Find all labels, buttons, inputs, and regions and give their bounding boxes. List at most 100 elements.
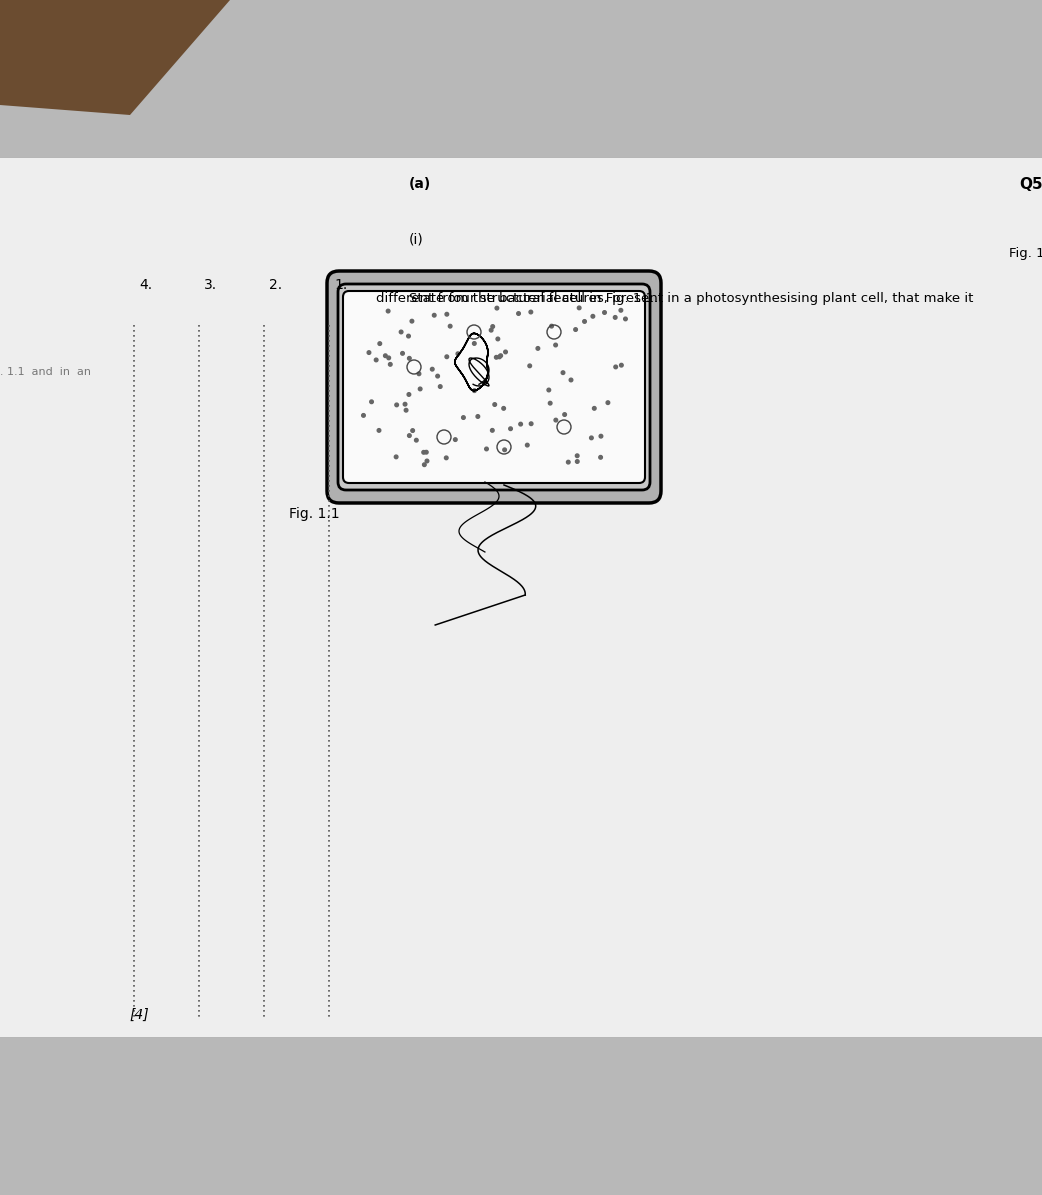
Circle shape — [599, 435, 602, 439]
Circle shape — [411, 319, 414, 323]
Text: (i): (i) — [410, 232, 424, 246]
Circle shape — [424, 451, 428, 454]
Circle shape — [606, 400, 610, 404]
Circle shape — [491, 429, 494, 433]
Circle shape — [432, 313, 436, 317]
Circle shape — [445, 355, 449, 358]
Circle shape — [525, 443, 529, 447]
Circle shape — [490, 329, 493, 332]
Circle shape — [495, 306, 499, 310]
Circle shape — [528, 364, 531, 368]
Circle shape — [399, 330, 403, 333]
Circle shape — [508, 427, 513, 430]
Circle shape — [378, 342, 381, 345]
Circle shape — [395, 403, 398, 406]
Circle shape — [498, 355, 501, 358]
Text: Fig. 1.1: Fig. 1.1 — [289, 507, 340, 521]
Circle shape — [453, 437, 457, 441]
Circle shape — [493, 403, 497, 406]
Circle shape — [448, 324, 452, 327]
Polygon shape — [0, 0, 230, 115]
Circle shape — [485, 447, 489, 451]
Circle shape — [563, 412, 567, 416]
Circle shape — [439, 385, 442, 388]
Circle shape — [491, 325, 495, 329]
Circle shape — [406, 335, 411, 338]
Text: 1.: 1. — [334, 278, 347, 292]
Circle shape — [403, 403, 406, 406]
Circle shape — [619, 308, 623, 312]
Circle shape — [553, 343, 557, 347]
Circle shape — [445, 312, 449, 315]
Text: Q5: Q5 — [1019, 177, 1042, 192]
Circle shape — [407, 393, 411, 397]
Circle shape — [536, 347, 540, 350]
Circle shape — [599, 455, 602, 459]
Circle shape — [554, 418, 557, 422]
Text: 4.: 4. — [139, 278, 152, 292]
Circle shape — [624, 317, 627, 320]
Circle shape — [404, 409, 407, 412]
Circle shape — [593, 406, 596, 410]
Circle shape — [614, 315, 617, 319]
Circle shape — [476, 415, 479, 418]
Circle shape — [614, 366, 618, 369]
Circle shape — [411, 429, 415, 433]
Circle shape — [550, 324, 553, 327]
Text: different from the bacterial cell in Fig. 1.1.: different from the bacterial cell in Fig… — [376, 292, 659, 305]
Circle shape — [387, 356, 391, 360]
FancyBboxPatch shape — [327, 271, 661, 503]
Circle shape — [590, 436, 593, 440]
Circle shape — [417, 372, 421, 375]
Circle shape — [473, 388, 476, 392]
Circle shape — [575, 460, 579, 464]
Circle shape — [370, 400, 373, 404]
Circle shape — [374, 358, 378, 362]
Circle shape — [562, 370, 565, 374]
Circle shape — [519, 422, 522, 425]
Text: 2.: 2. — [269, 278, 282, 292]
Circle shape — [517, 312, 520, 315]
Circle shape — [529, 311, 532, 314]
Circle shape — [567, 460, 570, 464]
Circle shape — [387, 310, 390, 313]
FancyBboxPatch shape — [343, 292, 645, 483]
Circle shape — [415, 439, 418, 442]
Circle shape — [503, 448, 506, 452]
Circle shape — [407, 434, 412, 437]
Text: Fig. 1.1 shows a diagram of a bacterial cell.: Fig. 1.1 shows a diagram of a bacterial … — [1009, 247, 1042, 261]
Circle shape — [377, 429, 380, 433]
Circle shape — [367, 351, 371, 355]
Circle shape — [591, 314, 595, 318]
Circle shape — [462, 416, 465, 419]
Circle shape — [383, 354, 388, 357]
Circle shape — [456, 353, 460, 356]
Circle shape — [495, 355, 498, 358]
Circle shape — [389, 362, 392, 366]
Circle shape — [582, 319, 587, 323]
FancyBboxPatch shape — [338, 284, 650, 490]
Circle shape — [425, 459, 428, 462]
Circle shape — [362, 413, 366, 417]
Circle shape — [394, 455, 398, 459]
Circle shape — [422, 451, 425, 454]
Circle shape — [499, 354, 502, 357]
Circle shape — [496, 337, 500, 341]
Text: [4]: [4] — [129, 1009, 149, 1022]
Circle shape — [472, 342, 476, 345]
Circle shape — [575, 454, 579, 458]
Circle shape — [574, 327, 577, 331]
Text: State four structural features, present in a photosynthesising plant cell, that : State four structural features, present … — [410, 292, 973, 305]
Circle shape — [436, 374, 440, 378]
Circle shape — [418, 387, 422, 391]
Circle shape — [407, 356, 412, 360]
Circle shape — [423, 462, 426, 466]
Circle shape — [620, 363, 623, 367]
Circle shape — [502, 406, 505, 410]
Circle shape — [577, 306, 581, 310]
Circle shape — [503, 350, 507, 354]
Circle shape — [547, 388, 550, 392]
Circle shape — [569, 378, 573, 381]
Text: Fig. 1.1  and  in  an: Fig. 1.1 and in an — [0, 367, 91, 376]
Circle shape — [445, 456, 448, 460]
